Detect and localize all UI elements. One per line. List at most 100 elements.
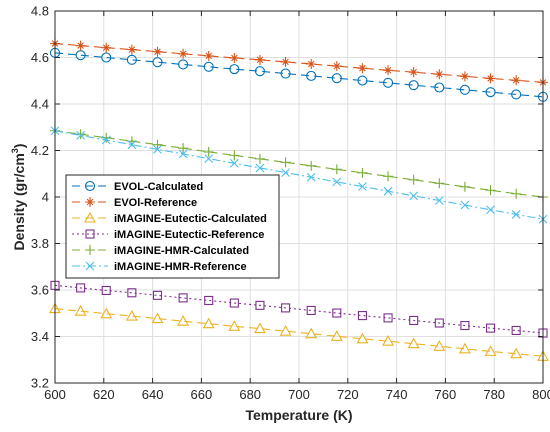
data-point-circle xyxy=(152,57,163,68)
y-axis-title: Density (gr/cm3) xyxy=(10,144,27,251)
data-point-star xyxy=(511,75,522,86)
x-tick-label: 700 xyxy=(288,387,310,402)
x-tick-label: 620 xyxy=(93,387,115,402)
data-point-circle xyxy=(434,82,445,93)
data-point-square xyxy=(460,321,470,331)
data-point-plus xyxy=(178,143,189,154)
x-tick-label: 640 xyxy=(142,387,164,402)
legend-entry: iMAGINE-HMR-Reference xyxy=(72,261,247,273)
data-point-triangle xyxy=(510,347,523,359)
data-point-star xyxy=(331,61,342,72)
legend-entry: iMAGINE-HMR-Calculated xyxy=(72,245,249,257)
y-tick-label: 4.4 xyxy=(31,97,49,112)
data-point-square xyxy=(178,293,188,303)
data-point-x xyxy=(204,154,214,164)
data-point-plus xyxy=(152,139,163,150)
series-6 xyxy=(50,126,548,224)
data-point-x xyxy=(460,200,470,210)
data-point-triangle xyxy=(382,335,394,346)
data-point-triangle xyxy=(202,317,215,329)
data-point-circle xyxy=(280,68,291,79)
data-point-x xyxy=(178,149,188,159)
legend-label: iMAGINE-Eutectic-Reference xyxy=(114,229,264,241)
series-layer xyxy=(49,38,549,361)
data-point-plus xyxy=(280,157,291,168)
data-point-plus xyxy=(229,150,240,161)
y-tick-label: 4.2 xyxy=(31,143,49,158)
data-point-circle xyxy=(75,50,86,61)
data-point-square xyxy=(306,305,316,316)
data-point-circle xyxy=(485,87,496,98)
data-point-x xyxy=(383,186,393,196)
data-point-plus xyxy=(331,164,342,175)
data-point-x xyxy=(306,172,316,182)
data-point-x xyxy=(229,158,239,168)
data-point-plus xyxy=(306,160,317,171)
data-point-x xyxy=(153,144,162,154)
y-tick-label: 3.4 xyxy=(31,329,49,344)
x-tick-label: 600 xyxy=(44,387,66,402)
y-tick-label: 3.8 xyxy=(31,236,49,251)
data-point-plus xyxy=(485,185,496,196)
y-tick-label: 4.8 xyxy=(31,4,49,19)
data-point-x xyxy=(332,177,342,187)
legend: EVOL-Calculated EVOl-Reference iMAGINE-Eut… xyxy=(65,174,280,279)
data-point-triangle xyxy=(151,312,164,324)
data-point-circle xyxy=(178,59,189,70)
data-point-square xyxy=(434,318,444,328)
x-tick-label: 800 xyxy=(532,387,550,402)
data-point-x xyxy=(255,163,265,173)
data-point-x xyxy=(486,205,495,215)
data-point-plus xyxy=(254,153,265,164)
series-line xyxy=(54,130,544,220)
data-point-x xyxy=(281,168,290,177)
data-point-triangle xyxy=(484,345,497,356)
series-line xyxy=(54,130,544,198)
data-point-triangle xyxy=(254,322,266,334)
data-point-star xyxy=(408,67,419,78)
data-point-circle xyxy=(459,84,470,95)
data-point-plus xyxy=(75,129,86,140)
x-tick-label: 760 xyxy=(435,387,457,402)
data-point-square xyxy=(357,311,367,321)
y-tick-label: 3.6 xyxy=(31,283,49,298)
y-tick-label: 4 xyxy=(42,190,49,205)
data-point-plus xyxy=(408,174,419,185)
data-point-star xyxy=(254,54,265,65)
legend-marker-circle xyxy=(84,180,96,192)
x-tick-label: 740 xyxy=(386,387,408,402)
data-point-star xyxy=(101,42,112,53)
data-point-square xyxy=(409,315,419,326)
data-point-star xyxy=(178,48,189,59)
data-point-square xyxy=(511,325,521,336)
legend-label: iMAGINE-HMR-Calculated xyxy=(114,245,249,257)
legend-marker-star xyxy=(85,197,95,207)
data-point-square xyxy=(152,290,163,300)
data-point-square xyxy=(127,288,137,298)
x-tick-label: 660 xyxy=(191,387,213,402)
data-point-star xyxy=(152,46,163,57)
data-point-triangle xyxy=(228,320,241,331)
data-point-triangle xyxy=(356,332,369,344)
legend-label: EVOl-Reference xyxy=(114,197,197,209)
legend-entry: EVOl-Reference xyxy=(72,197,197,209)
data-point-x xyxy=(409,191,419,201)
data-point-circle xyxy=(511,89,522,100)
data-point-circle xyxy=(101,52,112,63)
series-5 xyxy=(50,125,548,202)
data-point-square xyxy=(204,295,214,306)
data-point-plus xyxy=(357,167,368,178)
data-point-plus xyxy=(203,146,214,157)
data-point-star xyxy=(126,44,137,55)
legend-entry: iMAGINE-Eutectic-Reference xyxy=(72,229,264,241)
data-point-x xyxy=(101,135,111,145)
data-point-circle xyxy=(203,61,214,72)
data-point-circle xyxy=(229,64,240,75)
data-point-triangle xyxy=(279,325,292,336)
data-point-x xyxy=(511,210,521,219)
data-point-star xyxy=(383,65,394,76)
data-point-triangle xyxy=(177,315,190,326)
data-point-star xyxy=(485,73,496,84)
data-point-plus xyxy=(434,178,445,189)
